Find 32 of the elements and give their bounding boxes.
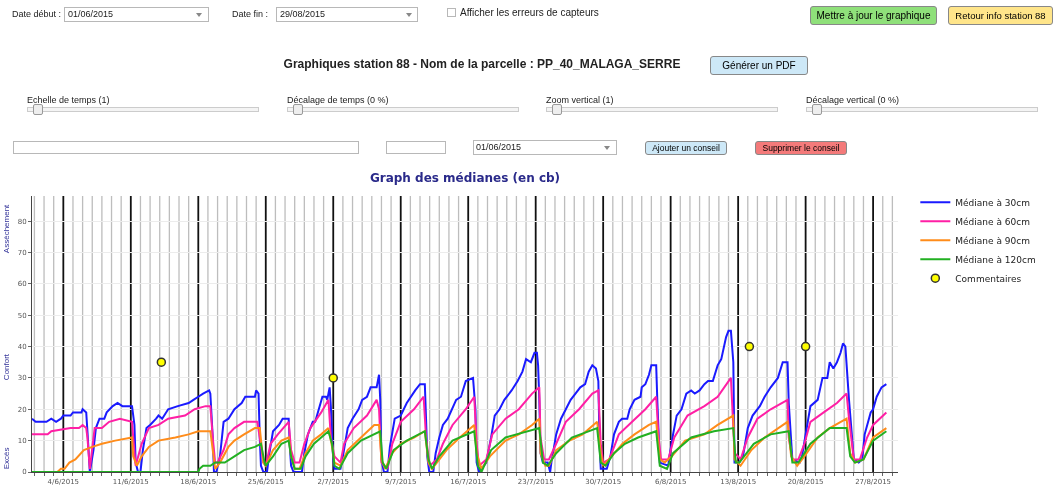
line-series: [32, 427, 888, 472]
point: [156, 357, 167, 367]
point: [800, 341, 811, 352]
text: Graphiques station 88 - Nom de la parcelle : PP_40_MALAGA_SERRE: [283, 57, 681, 71]
text: Confort: [1, 353, 11, 381]
legend-label: Médiane à 120cm: [955, 254, 1036, 265]
line-series: [32, 376, 888, 470]
legend-label: Médiane à 90cm: [955, 235, 1031, 246]
text: Date fin :: [232, 9, 269, 19]
legend-label: Commentaires: [955, 273, 1022, 284]
text: Décalage vertical (0 %): [806, 95, 900, 105]
button: Retour info station 88: [948, 6, 1053, 25]
point: [744, 341, 755, 352]
text: Zoom vertical (1): [546, 95, 614, 105]
text: 01/06/2015: [476, 142, 522, 152]
button: Supprimer le conseil: [755, 141, 847, 155]
button: Générer un PDF: [710, 56, 808, 75]
text: Décalage de temps (0 %): [287, 95, 389, 105]
legend-label: Médiane à 60cm: [955, 216, 1031, 227]
text: Assèchement: [1, 203, 11, 254]
chart-title: Graph des médianes (en cb): [369, 170, 561, 185]
legend-label: Médiane à 30cm: [955, 197, 1031, 208]
text: Date début :: [12, 9, 62, 19]
point: [328, 373, 338, 383]
button: Ajouter un conseil: [645, 141, 727, 155]
line-series: [32, 329, 888, 472]
text: 01/06/2015: [68, 9, 114, 19]
text: Afficher les erreurs de capteurs: [460, 7, 599, 18]
text: Excès: [1, 447, 11, 470]
text: 29/08/2015: [280, 9, 326, 19]
button: Mettre à jour le graphique: [810, 6, 937, 25]
text: Echelle de temps (1): [27, 95, 110, 105]
